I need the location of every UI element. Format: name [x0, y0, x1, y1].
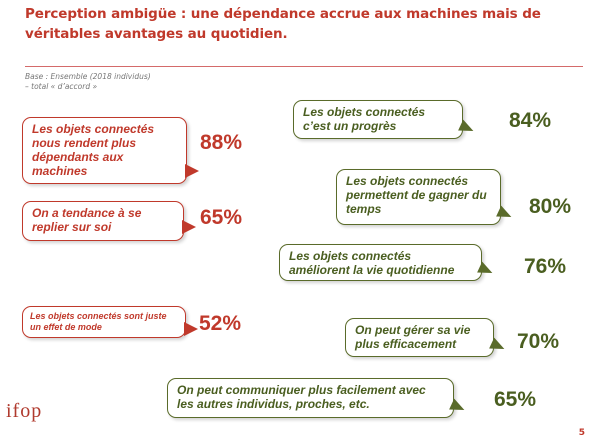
statement-text: On a tendance à se replier sur soi: [32, 206, 142, 234]
statement-bubble-temps: Les objets connectés permettent de gagne…: [336, 169, 501, 225]
base-line-sample: Base : Ensemble (2018 individus): [25, 72, 151, 81]
percentage-vie-quotidienne: 76%: [524, 255, 567, 278]
percentage-temps: 80%: [529, 195, 572, 218]
ifop-logo: ifop: [6, 400, 43, 422]
base-line-total: – total « d’accord »: [25, 82, 98, 91]
percentage-communiquer: 65%: [494, 388, 537, 411]
statement-bubble-progres: Les objets connectés c’est un progrès: [293, 100, 463, 139]
page-title: Perception ambigüe : une dépendance accr…: [25, 6, 541, 42]
percentage-replier: 65%: [200, 206, 243, 229]
statement-bubble-efficacement: On peut gérer sa vie plus efficacement: [345, 318, 494, 357]
statement-text: Les objets connectés nous rendent plus d…: [32, 122, 155, 178]
percentage-mode: 52%: [199, 312, 242, 335]
base-note: Base : Ensemble (2018 individus) – total…: [25, 72, 151, 92]
statement-text: On peut communiquer plus facilement avec…: [177, 383, 426, 411]
statement-bubble-dependants: Les objets connectés nous rendent plus d…: [22, 117, 199, 184]
statement-text: Les objets connectés sont juste un effet…: [30, 311, 167, 332]
statement-bubble-mode: Les objets connectés sont juste un effet…: [22, 306, 198, 338]
statement-text: Les objets connectés permettent de gagne…: [346, 174, 487, 216]
percentage-progres: 84%: [509, 109, 552, 132]
statement-text: Les objets connectés améliorent la vie q…: [289, 249, 455, 277]
percentage-efficacement: 70%: [517, 330, 560, 353]
statement-bubble-vie-quotidienne: Les objets connectés améliorent la vie q…: [279, 244, 482, 281]
title-divider: [25, 66, 583, 67]
statement-text: On peut gérer sa vie plus efficacement: [355, 323, 471, 351]
statement-bubble-replier: On a tendance à se replier sur soi: [22, 201, 196, 241]
statement-bubble-communiquer: On peut communiquer plus facilement avec…: [167, 378, 454, 418]
page-number: 5: [578, 428, 585, 438]
statement-text: Les objets connectés c’est un progrès: [303, 105, 426, 133]
percentage-dependants: 88%: [200, 131, 243, 154]
